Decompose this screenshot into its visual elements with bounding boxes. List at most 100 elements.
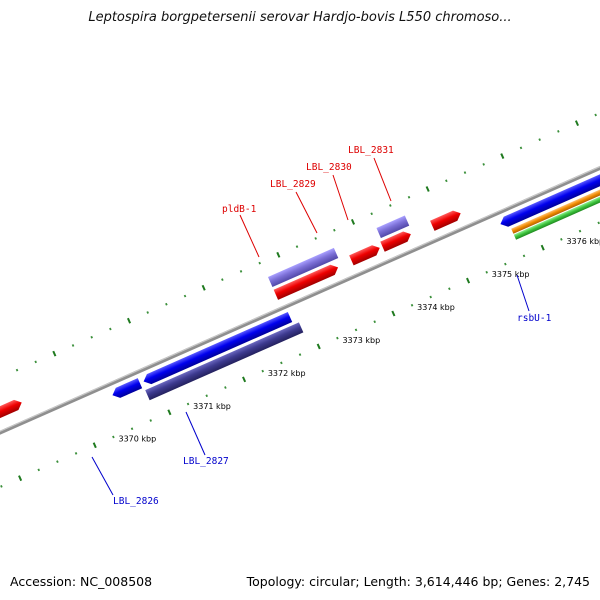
callout-lbl-2830 <box>332 174 349 221</box>
minor-tick <box>354 328 358 332</box>
callout-lbl-2827 <box>185 411 206 456</box>
gene-feature-rsbU-1[interactable] <box>498 154 600 229</box>
minor-tick <box>183 294 187 298</box>
minor-tick <box>389 204 392 207</box>
gene-label-lbl-2831: LBL_2831 <box>348 145 394 156</box>
gene-feature-red[interactable] <box>0 397 24 422</box>
callout-lbl-2826 <box>91 456 114 496</box>
gene-feature-pldB-1-light[interactable] <box>267 247 339 288</box>
gene-feature-lbl-2826-small[interactable] <box>110 378 143 400</box>
track-feature-orange[interactable] <box>511 166 600 234</box>
minor-tick <box>560 238 563 241</box>
minor-tick <box>261 369 264 373</box>
chromosome-backbone-highlight <box>0 129 600 470</box>
gene-feature-lbl-2831[interactable] <box>430 208 463 231</box>
minor-tick <box>71 344 75 347</box>
minor-tick <box>186 402 190 406</box>
kbp-tick-label: 3371 kbp <box>193 402 231 411</box>
gene-label-pldB-1: pldB-1 <box>222 204 257 215</box>
major-tick <box>276 251 281 258</box>
gene-label-rsbU-1: rsbU-1 <box>517 313 552 324</box>
major-tick <box>466 277 471 284</box>
minor-tick <box>56 460 59 464</box>
minor-tick <box>445 179 448 183</box>
minor-tick <box>165 302 168 306</box>
kbp-tick-label: 3375 kbp <box>492 270 530 279</box>
minor-tick <box>370 212 373 216</box>
minor-tick <box>482 162 485 166</box>
major-tick <box>242 376 247 383</box>
major-tick <box>167 409 172 416</box>
minor-tick <box>538 138 541 142</box>
minor-tick <box>130 427 134 431</box>
minor-tick <box>410 303 414 307</box>
minor-tick <box>239 269 243 273</box>
minor-tick <box>373 320 376 324</box>
gene-label-lbl-2826: LBL_2826 <box>113 496 159 507</box>
upper-tick-track <box>15 113 597 372</box>
minor-tick <box>258 261 261 265</box>
gene-feature-lbl-2829[interactable] <box>349 243 382 266</box>
minor-tick <box>504 262 507 266</box>
genome-summary-text: Topology: circular; Length: 3,614,446 bp… <box>246 574 590 589</box>
kbp-tick-label: 3370 kbp <box>118 435 156 444</box>
minor-tick <box>90 335 93 339</box>
minor-tick <box>0 484 3 488</box>
gene-feature-lbl-2830-light[interactable] <box>376 215 410 239</box>
major-tick <box>391 310 396 317</box>
minor-tick <box>333 228 336 232</box>
minor-tick <box>407 195 411 199</box>
minor-tick <box>594 113 597 117</box>
minor-tick <box>224 386 227 389</box>
gene-label-lbl-2827: LBL_2827 <box>183 456 229 467</box>
chromosome-backbone <box>0 129 600 472</box>
major-tick <box>425 186 430 192</box>
minor-tick <box>557 130 560 133</box>
minor-tick <box>336 336 339 340</box>
major-tick <box>126 317 132 324</box>
accession-text: Accession: NC_008508 <box>10 574 153 589</box>
kbp-tick-label: 3372 kbp <box>268 369 306 378</box>
gene-label-lbl-2830: LBL_2830 <box>306 162 352 173</box>
major-tick <box>500 153 505 159</box>
gene-feature-lbl-2827[interactable] <box>145 322 304 401</box>
minor-tick <box>485 270 488 274</box>
gene-feature-pldB-1-red[interactable] <box>273 262 341 300</box>
minor-tick <box>597 221 600 225</box>
minor-tick <box>448 287 451 291</box>
minor-tick <box>463 171 467 174</box>
major-tick <box>350 219 356 225</box>
major-tick <box>52 350 57 357</box>
minor-tick <box>34 360 37 364</box>
minor-tick <box>314 237 317 240</box>
minor-tick <box>522 254 526 258</box>
minor-tick <box>109 327 112 331</box>
major-tick <box>18 475 23 482</box>
gene-feature-lbl-2830-red[interactable] <box>380 229 413 252</box>
minor-tick <box>149 419 152 422</box>
minor-tick <box>146 311 149 314</box>
minor-tick <box>74 452 78 455</box>
track-feature-green[interactable] <box>513 172 600 240</box>
major-tick <box>92 442 97 449</box>
gene-feature-lbl-2826[interactable] <box>141 311 293 387</box>
minor-tick <box>429 295 432 299</box>
minor-tick <box>15 368 19 372</box>
minor-tick <box>298 353 302 356</box>
callout-lbl-2829 <box>295 191 318 234</box>
map-title: Leptospira borgpetersenii serovar Hardjo… <box>88 10 512 25</box>
minor-tick <box>205 394 208 398</box>
kbp-tick-label: 3376 kbp <box>566 237 600 246</box>
minor-tick <box>280 361 283 365</box>
kbp-labels: 3370 kbp 3371 kbp 3372 kbp 3373 kbp 3374 kbp… <box>118 237 600 444</box>
minor-tick <box>37 468 41 472</box>
callout-lbl-2831 <box>373 157 392 202</box>
minor-tick <box>112 435 115 439</box>
major-tick <box>201 284 206 291</box>
callout-pldB-1 <box>239 214 260 258</box>
minor-tick <box>519 146 523 150</box>
major-tick <box>316 343 321 350</box>
minor-tick <box>295 245 299 249</box>
major-tick <box>574 120 580 127</box>
